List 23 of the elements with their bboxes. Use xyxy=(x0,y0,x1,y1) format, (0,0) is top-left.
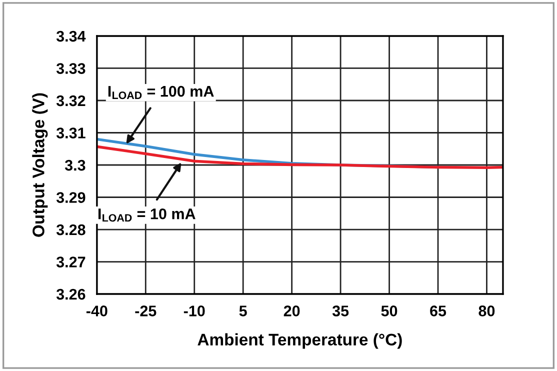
y-tick-label: 3.29 xyxy=(56,192,86,203)
line-series xyxy=(96,145,503,169)
x-tick-label: 65 xyxy=(430,306,446,316)
x-tick-label: -25 xyxy=(135,306,156,316)
x-tick-label: 80 xyxy=(478,306,495,316)
annotation: I$_{LOAD}$ = 10 mA xyxy=(98,208,196,222)
x-tick-label: 5 xyxy=(239,306,247,316)
annotation: I$_{LOAD}$ = 100 mA xyxy=(108,86,214,100)
y-tick-label: 3.27 xyxy=(56,256,86,268)
x-axis-title: Ambient Temperature (°C) xyxy=(198,333,402,349)
y-tick-label: 3.33 xyxy=(56,63,86,74)
y-tick-label: 3.28 xyxy=(56,224,86,236)
x-tick-label: 20 xyxy=(284,306,300,316)
x-tick-label: -10 xyxy=(184,306,205,316)
y-axis-title: Output Voltage (V) xyxy=(32,93,48,237)
y-tick-label: 3.34 xyxy=(56,30,86,42)
x-tick-label: -40 xyxy=(86,306,108,316)
y-tick-label: 3.31 xyxy=(56,128,86,138)
y-tick-label: 3.32 xyxy=(56,95,86,106)
x-tick-label: 50 xyxy=(381,306,398,316)
x-tick-label: 35 xyxy=(332,306,349,316)
y-tick-label: 3.3 xyxy=(64,160,86,171)
y-tick-label: 3.26 xyxy=(56,288,86,300)
